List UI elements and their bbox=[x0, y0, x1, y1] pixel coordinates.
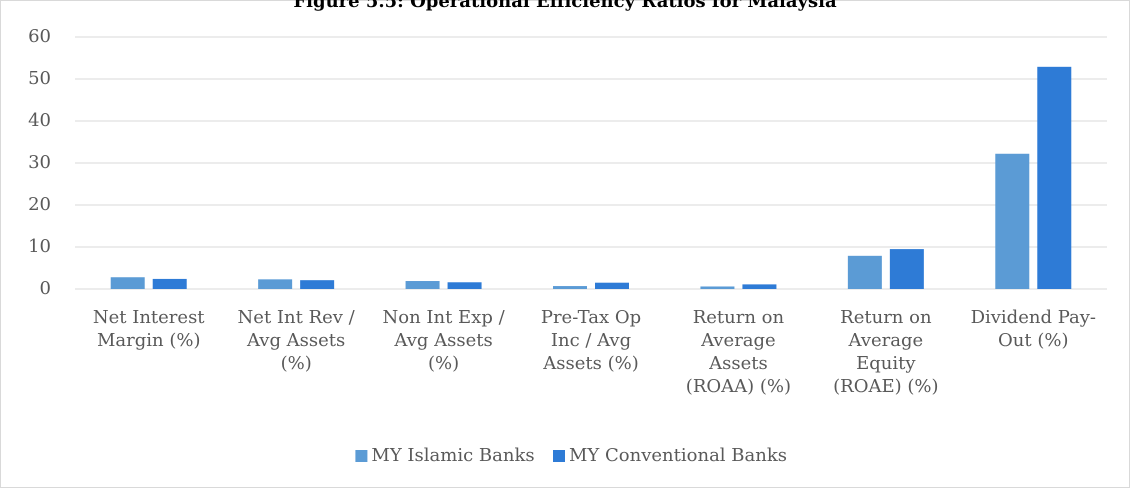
legend-label: MY Islamic Banks bbox=[371, 445, 534, 466]
x-tick-label: Avg Assets bbox=[393, 330, 492, 351]
x-tick-label: Inc / Avg bbox=[551, 330, 631, 351]
bar bbox=[447, 282, 482, 289]
y-tick-label: 20 bbox=[28, 194, 51, 215]
y-tick-label: 60 bbox=[28, 26, 51, 47]
y-tick-label: 40 bbox=[28, 110, 51, 131]
y-tick-label: 10 bbox=[28, 236, 51, 257]
x-tick-label: Net Interest bbox=[93, 307, 205, 328]
x-tick-label: Return on bbox=[693, 307, 785, 328]
chart-title: Figure 5.5: Operational Efficiency Ratio… bbox=[293, 0, 837, 12]
x-tick-label: (ROAA) (%) bbox=[686, 376, 791, 397]
x-tick-label: Margin (%) bbox=[97, 330, 201, 351]
x-tick-label: Net Int Rev / bbox=[238, 307, 356, 328]
x-tick-label: Equity bbox=[856, 353, 916, 374]
x-tick-label: Dividend Pay- bbox=[971, 307, 1096, 328]
legend-swatch bbox=[553, 450, 565, 462]
x-tick-label: (%) bbox=[428, 353, 459, 374]
bar bbox=[152, 278, 187, 289]
bar bbox=[700, 286, 735, 289]
bar bbox=[110, 277, 145, 289]
x-tick-label: Assets bbox=[708, 353, 768, 374]
bar bbox=[553, 286, 587, 289]
x-tick-label: (ROAE) (%) bbox=[833, 376, 938, 397]
x-tick-label: Pre-Tax Op bbox=[541, 307, 641, 328]
bar bbox=[595, 282, 629, 289]
x-tick-label: Non Int Exp / bbox=[382, 307, 505, 328]
bar bbox=[742, 284, 777, 289]
y-tick-label: 0 bbox=[40, 278, 51, 299]
x-tick-label: Avg Assets bbox=[246, 330, 345, 351]
bar bbox=[405, 281, 440, 289]
x-tick-label: Average bbox=[700, 330, 776, 351]
y-tick-label: 50 bbox=[28, 68, 51, 89]
bar bbox=[258, 279, 293, 289]
legend-swatch bbox=[355, 450, 368, 462]
bar bbox=[995, 153, 1030, 289]
x-tick-label: Assets (%) bbox=[542, 353, 638, 374]
bar bbox=[300, 280, 335, 289]
bar bbox=[889, 249, 924, 289]
x-tick-label: Return on bbox=[840, 307, 932, 328]
legend-label: MY Conventional Banks bbox=[569, 445, 787, 466]
y-tick-label: 30 bbox=[28, 152, 51, 173]
x-tick-label: Out (%) bbox=[998, 330, 1068, 351]
bar bbox=[1037, 66, 1072, 289]
x-tick-label: (%) bbox=[281, 353, 312, 374]
bar bbox=[847, 255, 882, 289]
x-tick-label: Average bbox=[848, 330, 924, 351]
